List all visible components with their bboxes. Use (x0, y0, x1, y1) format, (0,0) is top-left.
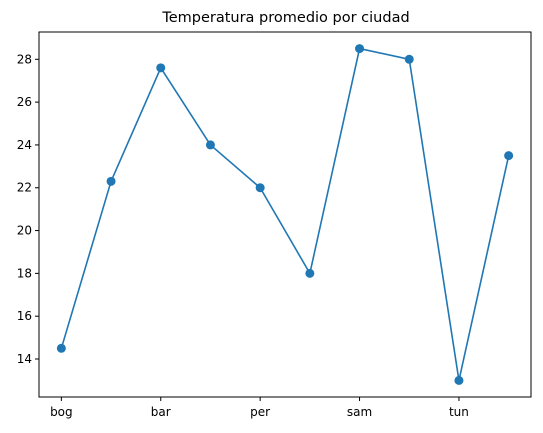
data-point (255, 183, 265, 193)
plot-area: 14 16 18 20 22 24 26 28 bog bar per sam tun (17, 31, 532, 419)
x-tick-label: bar (151, 405, 171, 419)
y-tick-label: 20 (17, 224, 32, 238)
y-tick-label: 24 (17, 138, 32, 152)
series-line (60, 47, 510, 382)
y-tick-label: 16 (17, 309, 32, 323)
x-tick-label: tun (449, 405, 469, 419)
y-tick-label: 28 (17, 52, 32, 66)
data-point (454, 375, 464, 385)
x-tick-label: sam (347, 405, 372, 419)
data-point (56, 343, 66, 353)
y-tick-label: 14 (17, 352, 32, 366)
x-tick-label: bog (50, 405, 73, 419)
plot-frame (38, 31, 532, 398)
chart-title: Temperatura promedio por ciudad (161, 10, 409, 26)
data-point (404, 54, 414, 64)
data-point (156, 63, 166, 73)
data-point (106, 176, 116, 186)
data-point (205, 140, 215, 150)
data-point (504, 151, 514, 161)
y-tick-label: 26 (17, 95, 32, 109)
data-point (305, 268, 315, 278)
data-point (355, 44, 365, 54)
x-tick-label: per (250, 405, 270, 419)
y-tick-label: 22 (17, 181, 32, 195)
y-tick-label: 18 (17, 266, 32, 280)
